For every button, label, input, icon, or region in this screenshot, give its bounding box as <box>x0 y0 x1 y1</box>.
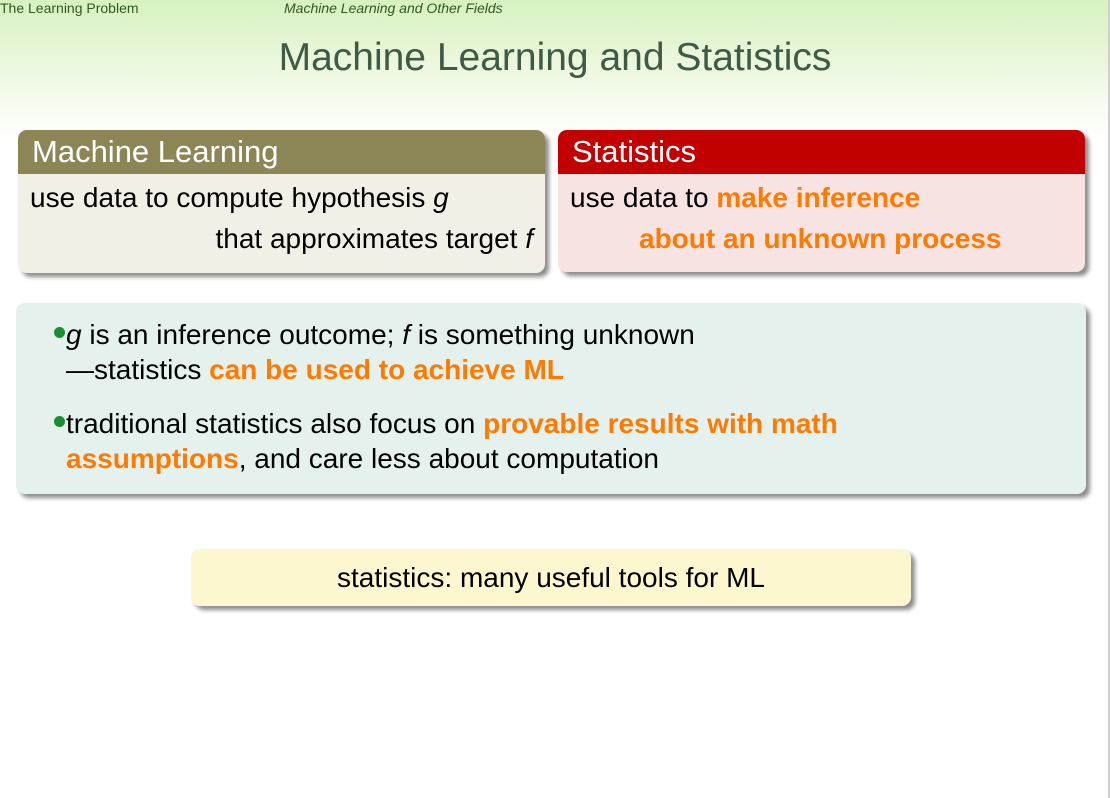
bullet-var-f: f <box>402 319 410 350</box>
statistics-block: Statistics use data to make inference ab… <box>558 130 1085 272</box>
ml-definition-line-1: use data to compute hypothesis g <box>30 177 533 218</box>
bullet-2-text-b: , and care less about computation <box>238 443 659 474</box>
ml-var-f: f <box>525 223 533 254</box>
bullet-1-line-2: —statistics can be used to achieve ML <box>66 352 695 387</box>
stats-highlight-1: make inference <box>716 182 921 213</box>
slide-title: Machine Learning and Statistics <box>278 36 832 79</box>
stats-highlight-2: about an unknown process <box>639 223 1002 254</box>
ml-line1-text: use data to compute hypothesis <box>30 182 434 213</box>
bullet-2-highlight-b: assumptions <box>66 443 239 474</box>
bullet-item-1: g is an inference outcome; f is somethin… <box>54 317 695 387</box>
statistics-body: use data to make inference about an unkn… <box>558 174 1085 259</box>
bullet-2-line-1: traditional statistics also focus on pro… <box>66 406 838 441</box>
bullet-1-line-1: g is an inference outcome; f is somethin… <box>66 317 695 352</box>
ml-definition-line-2: that approximates target f <box>30 218 533 259</box>
bullet-var-g: g <box>66 319 82 350</box>
machine-learning-body: use data to compute hypothesis g that ap… <box>18 174 545 259</box>
bullet-dot-icon <box>54 327 65 338</box>
statistics-heading: Statistics <box>558 130 1085 174</box>
machine-learning-block: Machine Learning use data to compute hyp… <box>18 130 545 273</box>
bullet-2-text-a: traditional statistics also focus on <box>66 408 484 439</box>
nav-section-title[interactable]: The Learning Problem <box>0 0 139 16</box>
bullet-item-2: traditional statistics also focus on pro… <box>54 406 838 476</box>
stats-line1-text: use data to <box>570 182 717 213</box>
machine-learning-heading: Machine Learning <box>18 130 545 174</box>
ml-var-g: g <box>433 182 449 213</box>
bullet-2-line-2: assumptions, and care less about computa… <box>66 441 838 476</box>
ml-line2-text: that approximates target <box>215 223 526 254</box>
nav-subsection-title[interactable]: Machine Learning and Other Fields <box>284 0 503 16</box>
summary-note: statistics: many useful tools for ML <box>191 549 911 606</box>
slide-edge <box>1108 0 1110 798</box>
bullet-1-text-a: is an inference outcome; <box>81 319 403 350</box>
bullet-dot-icon <box>54 416 65 427</box>
bullet-1-text-b: is something unknown <box>409 319 695 350</box>
bullet-1-line2-text: —statistics <box>66 354 210 385</box>
bullet-1-highlight: can be used to achieve ML <box>209 354 564 385</box>
bullet-list-block: g is an inference outcome; f is somethin… <box>16 303 1086 494</box>
stats-definition-line-1: use data to make inference <box>570 177 1073 218</box>
bullet-2-highlight-a: provable results with math <box>483 408 838 439</box>
